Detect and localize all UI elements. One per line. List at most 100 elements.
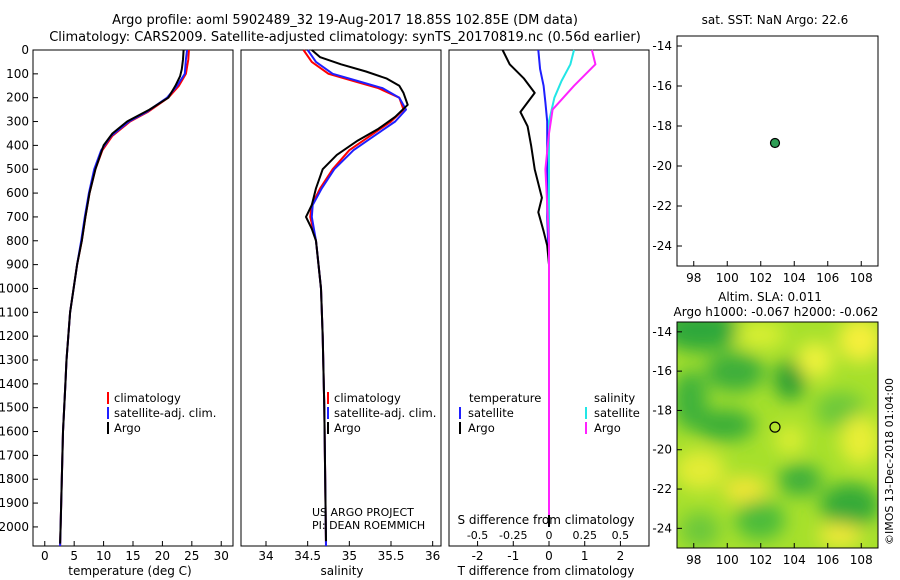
sst-map-panel: sat. SST: NaN Argo: 22.6 98 100 102 104 106 1… — [652, 13, 879, 285]
x-tick-label: 25 — [184, 549, 199, 563]
lon-tick-label: 100 — [716, 553, 739, 567]
salinity-series — [302, 49, 409, 547]
depth-tick-label: 1900 — [0, 496, 29, 510]
depth-tick-label: 800 — [6, 234, 29, 248]
legend-climatology: climatology — [114, 391, 181, 405]
x-tick-label: 36 — [425, 549, 440, 563]
sst-map-tick-labels: 98 100 102 104 106 108 -14 -16 -18 -20 -22 -24 — [652, 39, 872, 285]
depth-tick-label: 0 — [21, 43, 29, 57]
lat-tick-label: -22 — [652, 482, 672, 496]
depth-tick-label: 400 — [6, 138, 29, 152]
lat-tick-label: -22 — [652, 199, 672, 213]
title-line-1: Argo profile: aoml 5902489_32 19-Aug-201… — [112, 13, 578, 28]
lat-tick-label: -20 — [652, 443, 672, 457]
depth-tick-label: 1200 — [0, 329, 29, 343]
x-tick-label: 2 — [617, 549, 625, 563]
temperature-x-tick-labels: 0 5 10 15 20 25 30 — [41, 541, 229, 563]
difference-legend: temperature satellite Argo salinity sate… — [459, 391, 640, 435]
sla-map-panel: Altim. SLA: 0.011 Argo h1000: -0.067 h20… — [652, 290, 896, 567]
x-tick-label: 34 — [258, 549, 273, 563]
depth-tick-label: 1100 — [0, 305, 29, 319]
x-tick-label: 34.5 — [294, 549, 321, 563]
title-line-2: Climatology: CARS2009. Satellite-adjuste… — [49, 30, 641, 45]
argo-location-marker — [769, 137, 781, 149]
depth-tick-label: 200 — [6, 91, 29, 105]
legend-s-argo: Argo — [594, 421, 621, 435]
lat-tick-label: -20 — [652, 159, 672, 173]
lon-tick-label: 100 — [716, 271, 739, 285]
depth-tick-label: 700 — [6, 210, 29, 224]
lon-tick-label: 98 — [686, 271, 701, 285]
x-tick-label: 35 — [342, 549, 357, 563]
depth-tick-label: 1000 — [0, 281, 29, 295]
depth-tick-label: 500 — [6, 162, 29, 176]
x-tick-label: 10 — [96, 549, 111, 563]
depth-tick-label: 100 — [6, 67, 29, 81]
lat-tick-label: -24 — [652, 521, 672, 535]
depth-tick-labels: 0 100 200 300 400 500 600 700 800 900 1000 1100 1200… — [0, 43, 38, 534]
series-s-argo — [544, 49, 597, 515]
lon-tick-label: 104 — [783, 553, 806, 567]
lon-tick-label: 108 — [850, 553, 873, 567]
salinity-legend: climatology satellite-adj. clim. Argo — [327, 391, 436, 435]
s-tick-label: -0.5 — [467, 529, 488, 542]
lon-tick-label: 108 — [850, 271, 873, 285]
temperature-series — [59, 49, 190, 547]
depth-tick-label: 600 — [6, 186, 29, 200]
project-credit: US ARGO PROJECT — [312, 506, 414, 519]
legend-temperature-header: temperature — [469, 391, 541, 405]
legend-s-satellite: satellite — [594, 406, 640, 420]
x-tick-label: 30 — [214, 549, 229, 563]
lon-tick-label: 106 — [816, 271, 839, 285]
depth-tick-label: 1700 — [0, 448, 29, 462]
imos-watermark: ©IMOS 13-Dec-2018 01:04:00 — [883, 378, 896, 545]
temperature-axes-box — [32, 49, 234, 547]
legend-t-argo: Argo — [468, 421, 495, 435]
salinity-axes-box — [240, 49, 442, 547]
lat-tick-label: -14 — [652, 325, 672, 339]
series-climatology — [302, 49, 405, 547]
lon-tick-label: 102 — [749, 271, 772, 285]
salinity-x-tick-labels: 34 34.5 35 35.5 36 — [258, 541, 440, 563]
x-tick-label: 15 — [125, 549, 140, 563]
x-tick-label: 0 — [545, 549, 553, 563]
sst-map-title: sat. SST: NaN Argo: 22.6 — [702, 13, 849, 27]
s-tick-label: 0.25 — [572, 529, 597, 542]
s-tick-label: -0.25 — [499, 529, 527, 542]
lat-tick-label: -24 — [652, 239, 672, 253]
series-t-argo — [501, 49, 550, 527]
s-difference-tick-labels: -0.5 -0.25 0 0.25 0.5 — [467, 529, 629, 542]
difference-panel: -2 -1 0 1 2 -0.5 -0.25 0 0.25 0.5 S difference f… — [448, 49, 650, 578]
series-satellite-adj-clim- — [306, 49, 407, 547]
sla-map-tick-labels: 98 100 102 104 106 108 -14 -16 -18 -20 -22 -24 — [652, 325, 872, 567]
x-tick-label: -2 — [472, 549, 484, 563]
x-tick-label: 5 — [70, 549, 78, 563]
x-tick-label: 0 — [41, 549, 49, 563]
lon-tick-label: 104 — [783, 271, 806, 285]
lat-tick-label: -16 — [652, 79, 672, 93]
salinity-panel: 34 34.5 35 35.5 36 salinity climatology sate… — [240, 49, 442, 578]
lon-tick-label: 98 — [686, 553, 701, 567]
lon-tick-label: 106 — [816, 553, 839, 567]
sla-map-axes-box — [676, 321, 879, 549]
difference-series — [501, 49, 597, 527]
series-s-satellite — [548, 49, 575, 515]
sla-map-title-2: Argo h1000: -0.067 h2000: -0.062 — [674, 305, 879, 319]
salinity-x-label: salinity — [320, 564, 363, 578]
s-difference-label: S difference from climatology — [458, 513, 635, 527]
pi-credit: PI: DEAN ROEMMICH — [312, 519, 425, 532]
t-difference-x-label: T difference from climatology — [457, 564, 635, 578]
depth-tick-label: 1400 — [0, 377, 29, 391]
lat-tick-label: -16 — [652, 364, 672, 378]
series-t-satellite — [537, 49, 550, 527]
x-tick-label: -1 — [507, 549, 519, 563]
temperature-x-label: temperature (deg C) — [68, 564, 191, 578]
depth-tick-label: 300 — [6, 115, 29, 129]
depth-tick-label: 900 — [6, 258, 29, 272]
temperature-legend: climatology satellite-adj. clim. Argo — [107, 391, 216, 435]
depth-tick-label: 1600 — [0, 425, 29, 439]
s-tick-label: 0 — [546, 529, 553, 542]
depth-tick-label: 1800 — [0, 472, 29, 486]
lat-tick-label: -14 — [652, 39, 672, 53]
